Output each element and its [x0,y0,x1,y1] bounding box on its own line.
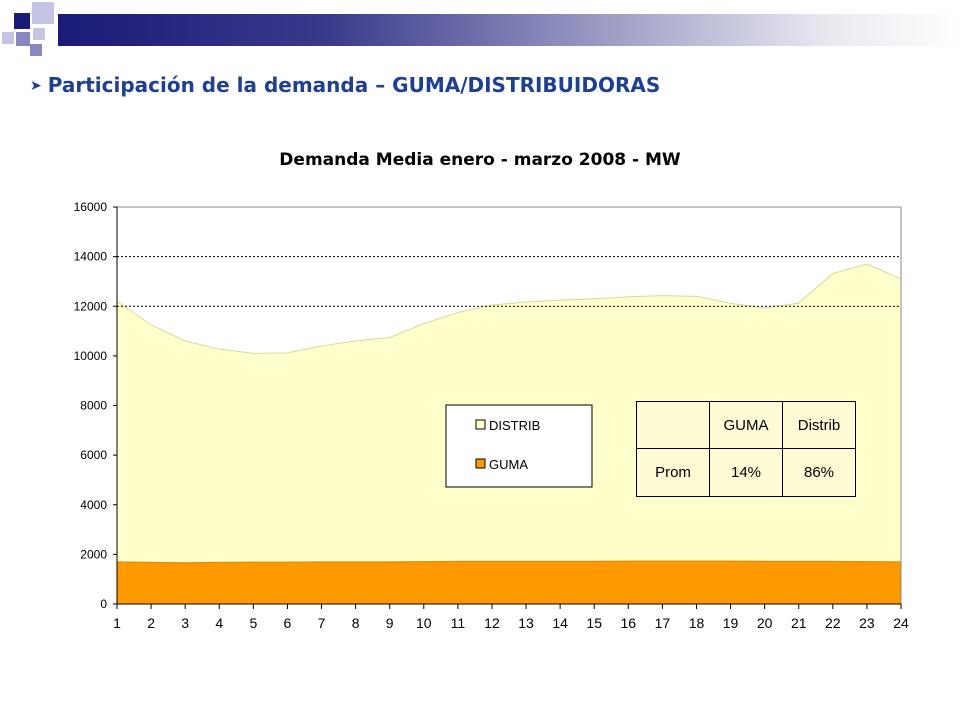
table-cell-guma: 14% [709,448,783,497]
deco-square-light [33,28,45,40]
y-tick-label: 0 [100,597,107,611]
x-tick-label: 1 [113,615,121,631]
x-tick-label: 6 [284,615,292,631]
legend-swatch [475,419,486,430]
x-tick-label: 11 [451,615,466,631]
table-header-row: GUMA Distrib [636,401,856,449]
legend-label: GUMA [489,457,528,472]
x-tick-label: 17 [655,615,671,631]
x-tick-label: 12 [484,615,500,631]
deco-square-mid [30,44,42,56]
x-tick-label: 9 [386,615,394,631]
x-tick-label: 24 [893,615,909,631]
deco-square-dark [14,13,30,29]
x-tick-label: 21 [791,615,807,631]
x-tick-label: 22 [825,615,841,631]
deco-square-light [2,32,14,44]
x-tick-label: 14 [552,615,568,631]
x-tick-label: 3 [181,615,189,631]
deco-square-mid [16,32,30,46]
table-row: Prom 14% 86% [636,448,856,497]
series-area-guma [116,560,902,605]
slide-title: ➤ Participación de la demanda – GUMA/DIST… [30,73,660,97]
y-tick-label: 4000 [80,498,107,512]
x-tick-label: 5 [249,615,257,631]
x-tick-label: 8 [352,615,360,631]
y-tick-label: 14000 [74,250,108,264]
header-band [58,14,960,46]
legend [445,404,593,488]
table-corner-cell [636,401,710,449]
legend-swatch [475,458,486,469]
table-row-label: Prom [636,448,710,497]
chart-title: Demanda Media enero - marzo 2008 - MW [279,150,681,170]
x-tick-label: 7 [318,615,326,631]
y-tick-label: 2000 [80,547,107,561]
summary-table: GUMA Distrib Prom 14% 86% [636,401,856,497]
arrow-bullet-icon: ➤ [30,78,42,94]
x-tick-label: 23 [859,615,875,631]
x-tick-label: 18 [689,615,705,631]
y-tick-label: 10000 [74,349,108,363]
header-decoration [0,0,80,60]
deco-square-light [32,2,54,24]
x-tick-label: 16 [621,615,637,631]
x-tick-label: 20 [757,615,773,631]
table-header-guma: GUMA [709,401,783,449]
x-tick-label: 10 [416,615,432,631]
x-tick-label: 2 [147,615,155,631]
y-tick-label: 16000 [74,200,108,214]
slide-title-text: Participación de la demanda – GUMA/DISTR… [47,73,661,97]
y-tick-label: 12000 [74,299,108,313]
x-tick-label: 15 [586,615,602,631]
x-tick-label: 19 [723,615,739,631]
x-tick-label: 13 [518,615,534,631]
legend-label: DISTRIB [489,418,540,433]
x-tick-label: 4 [215,615,223,631]
table-cell-distrib: 86% [782,448,856,497]
table-header-distrib: Distrib [782,401,856,449]
y-tick-label: 8000 [80,399,107,413]
y-tick-label: 6000 [80,448,107,462]
